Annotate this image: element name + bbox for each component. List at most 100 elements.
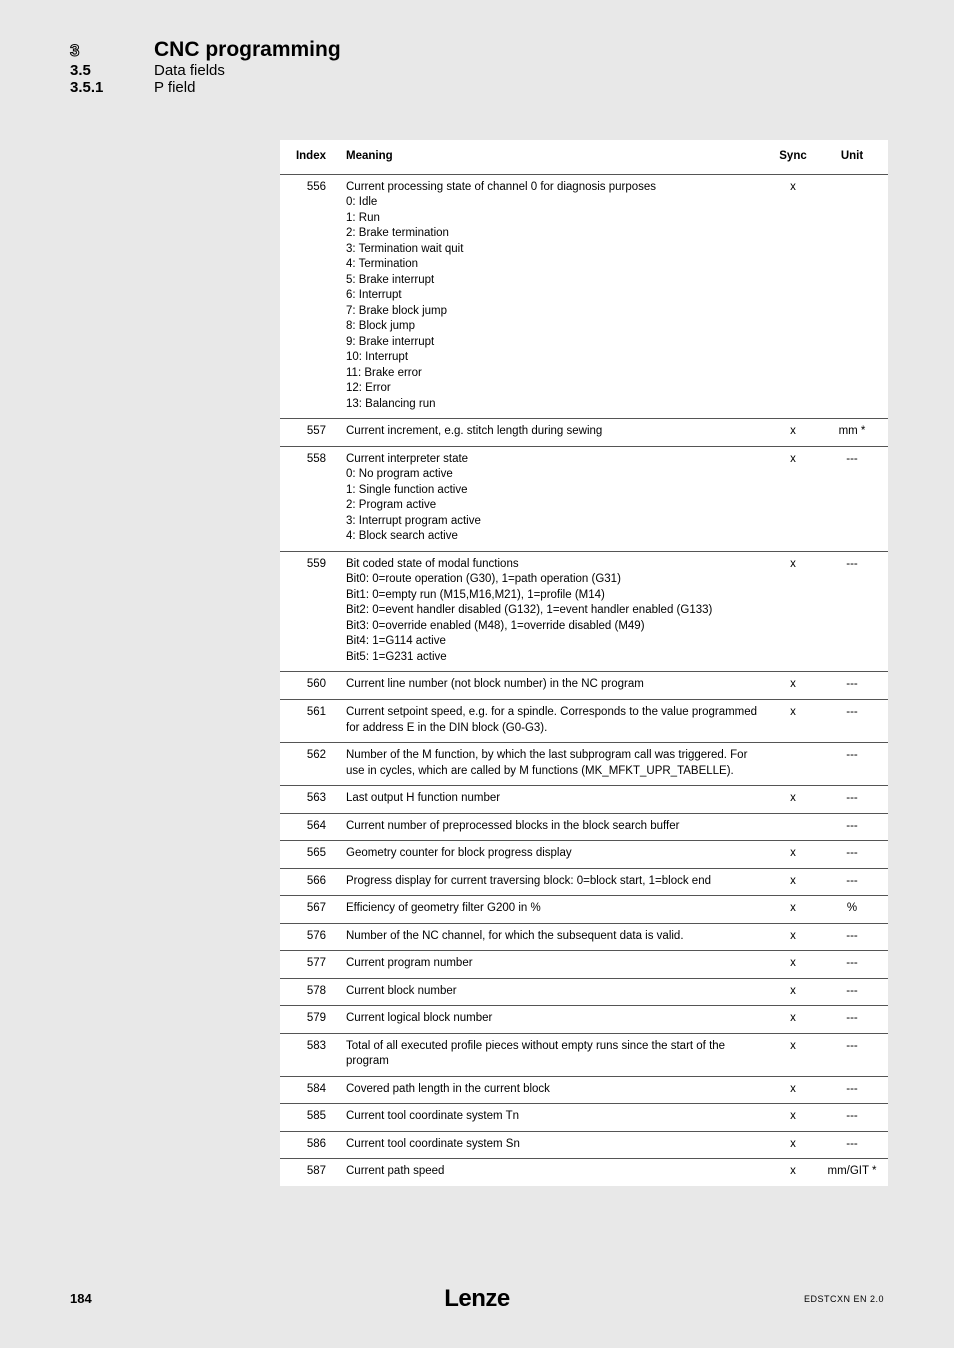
cell-index: 585 [280,1104,340,1132]
cell-meaning: Geometry counter for block progress disp… [340,841,766,869]
meaning-line: 5: Brake interrupt [346,273,760,289]
cell-unit: mm/GIT * [820,1159,888,1186]
cell-meaning: Total of all executed profile pieces wit… [340,1033,766,1076]
cell-meaning: Number of the M function, by which the l… [340,743,766,786]
table-header-row: Index Meaning Sync Unit [280,140,888,174]
meaning-line: Last output H function number [346,791,760,807]
cell-index: 586 [280,1131,340,1159]
meaning-line: Bit0: 0=route operation (G30), 1=path op… [346,572,760,588]
meaning-line: Bit3: 0=override enabled (M48), 1=overri… [346,619,760,635]
cell-meaning: Current number of preprocessed blocks in… [340,813,766,841]
cell-sync: x [766,786,820,814]
cell-unit: --- [820,672,888,700]
col-header-meaning: Meaning [340,140,766,174]
meaning-line: 6: Interrupt [346,288,760,304]
cell-meaning: Last output H function number [340,786,766,814]
cell-meaning: Current interpreter state0: No program a… [340,446,766,551]
meaning-line: Geometry counter for block progress disp… [346,846,760,862]
table-row: 577 Current program number x--- [280,951,888,979]
table-row: 558Current interpreter state0: No progra… [280,446,888,551]
cell-unit: --- [820,868,888,896]
cell-sync: x [766,174,820,419]
meaning-line: 2: Brake termination [346,226,760,242]
cell-meaning: Current tool coordinate system Tn [340,1104,766,1132]
cell-index: 562 [280,743,340,786]
cell-index: 567 [280,896,340,924]
cell-sync: x [766,951,820,979]
cell-meaning: Current line number (not block number) i… [340,672,766,700]
table-row: 561Current setpoint speed, e.g. for a sp… [280,699,888,742]
cell-index: 565 [280,841,340,869]
cell-unit: --- [820,978,888,1006]
meaning-line: Current processing state of channel 0 fo… [346,180,760,196]
cell-unit: --- [820,1076,888,1104]
cell-index: 557 [280,419,340,447]
cell-unit: --- [820,951,888,979]
section-number-main: 3 [70,41,106,61]
meaning-line: Covered path length in the current block [346,1082,760,1098]
meaning-line: Bit2: 0=event handler disabled (G132), 1… [346,603,760,619]
meaning-line: 4: Termination [346,257,760,273]
table-row: 586 Current tool coordinate system Sn x--- [280,1131,888,1159]
cell-sync: x [766,699,820,742]
cell-sync: x [766,1131,820,1159]
cell-meaning: Current setpoint speed, e.g. for a spind… [340,699,766,742]
cell-index: 560 [280,672,340,700]
cell-index: 577 [280,951,340,979]
document-id: EDSTCXN EN 2.0 [804,1294,884,1304]
cell-unit: --- [820,1006,888,1034]
cell-index: 584 [280,1076,340,1104]
table-row: 557 Current increment, e.g. stitch length… [280,419,888,447]
table-row: 579Current logical block numberx--- [280,1006,888,1034]
data-table: Index Meaning Sync Unit 556 Current proce… [280,140,888,1186]
cell-unit: --- [820,786,888,814]
cell-unit: --- [820,1131,888,1159]
meaning-line: 1: Single function active [346,483,760,499]
meaning-line: 9: Brake interrupt [346,335,760,351]
cell-index: 587 [280,1159,340,1186]
table-row: 565 Geometry counter for block progress d… [280,841,888,869]
data-table-container: Index Meaning Sync Unit 556 Current proce… [280,140,888,1186]
footer: 184 Lenze EDSTCXN EN 2.0 [0,1291,954,1306]
meaning-line: Bit4: 1=G114 active [346,634,760,650]
cell-index: 579 [280,1006,340,1034]
meaning-line: 2: Program active [346,498,760,514]
meaning-line: Current increment, e.g. stitch length du… [346,424,760,440]
section-number-sub2: 3.5.1 [70,79,106,96]
cell-sync: x [766,419,820,447]
meaning-line: 4: Block search active [346,529,760,545]
brand-logo: Lenze [444,1285,510,1313]
meaning-line: 12: Error [346,381,760,397]
meaning-line: 0: Idle [346,195,760,211]
table-row: 563Last output H function numberx--- [280,786,888,814]
meaning-line: Bit coded state of modal functions [346,557,760,573]
meaning-line: Current tool coordinate system Sn [346,1137,760,1153]
cell-sync [766,743,820,786]
cell-unit [820,174,888,419]
table-row: 562Number of the M function, by which th… [280,743,888,786]
cell-meaning: Current block number [340,978,766,1006]
cell-unit: --- [820,813,888,841]
meaning-line: Current block number [346,984,760,1000]
table-row: 583Total of all executed profile pieces … [280,1033,888,1076]
cell-index: 578 [280,978,340,1006]
cell-meaning: Current increment, e.g. stitch length du… [340,419,766,447]
meaning-line: 1: Run [346,211,760,227]
cell-unit: mm * [820,419,888,447]
meaning-line: Efficiency of geometry filter G200 in % [346,901,760,917]
page-number: 184 [70,1291,92,1306]
cell-unit: --- [820,743,888,786]
meaning-line: Current program number [346,956,760,972]
table-row: 585Current tool coordinate system Tnx--- [280,1104,888,1132]
table-row: 556 Current processing state of channel 0… [280,174,888,419]
cell-unit: --- [820,551,888,672]
cell-meaning: Current tool coordinate system Sn [340,1131,766,1159]
table-row: 564Current number of preprocessed blocks… [280,813,888,841]
cell-index: 556 [280,174,340,419]
cell-meaning: Number of the NC channel, for which the … [340,923,766,951]
cell-unit: --- [820,699,888,742]
cell-sync: x [766,841,820,869]
cell-index: 559 [280,551,340,672]
cell-meaning: Covered path length in the current block [340,1076,766,1104]
cell-sync: x [766,672,820,700]
